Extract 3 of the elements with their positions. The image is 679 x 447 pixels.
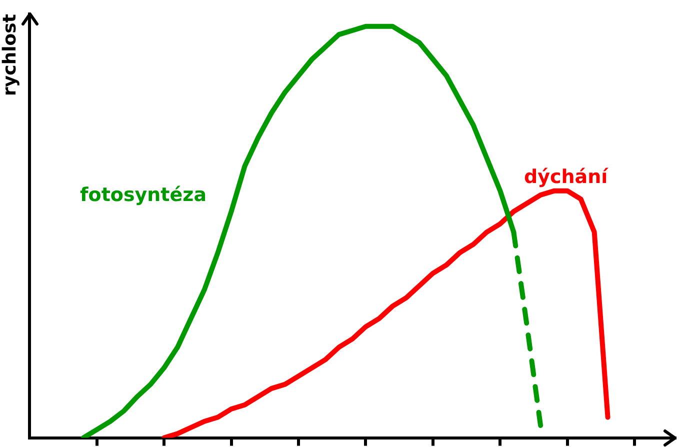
series-label: fotosyntéza (80, 184, 207, 206)
y-axis-title: rychlost (0, 14, 20, 96)
series-label: dýchání (524, 166, 610, 188)
